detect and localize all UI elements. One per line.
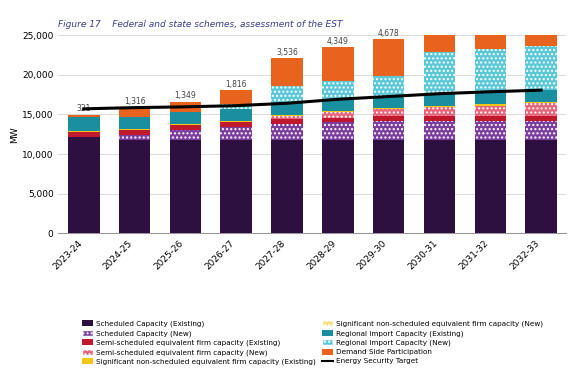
Bar [373, 76, 404, 96]
Bar [221, 121, 252, 122]
Bar [68, 131, 99, 132]
Legend: Scheduled Capacity (Existing), Scheduled Capacity (New), Semi-scheduled equivale: Scheduled Capacity (Existing), Scheduled… [82, 320, 543, 365]
Bar [424, 140, 455, 233]
Y-axis label: MW: MW [11, 126, 19, 142]
Bar [475, 104, 506, 105]
Text: 1,349: 1,349 [175, 91, 196, 100]
Text: 4,349: 4,349 [327, 37, 349, 46]
Bar [221, 104, 252, 109]
Bar [272, 86, 303, 103]
Bar [119, 107, 150, 117]
Bar [424, 106, 455, 107]
Bar [424, 0, 455, 53]
Bar [322, 47, 353, 81]
Bar [526, 102, 557, 103]
Bar [475, 106, 506, 116]
Bar [170, 126, 201, 130]
Bar [119, 117, 150, 129]
Bar [221, 90, 252, 105]
Bar [170, 112, 201, 124]
Bar [68, 115, 99, 117]
Bar [272, 58, 303, 86]
Text: 321: 321 [77, 104, 91, 114]
Bar [475, 116, 506, 121]
Bar [475, 105, 506, 106]
Bar [424, 121, 455, 140]
Bar [475, 0, 506, 49]
Bar [526, 90, 557, 102]
Bar [373, 39, 404, 76]
Bar [373, 109, 404, 116]
Bar [68, 117, 99, 131]
Bar [68, 137, 99, 233]
Bar [272, 115, 303, 116]
Bar [221, 140, 252, 233]
Bar [373, 108, 404, 109]
Bar [119, 135, 150, 140]
Bar [221, 109, 252, 121]
Bar [272, 119, 303, 124]
Bar [526, 46, 557, 90]
Bar [373, 96, 404, 108]
Bar [170, 102, 201, 112]
Bar [322, 112, 353, 117]
Bar [170, 124, 201, 126]
Bar [373, 140, 404, 233]
Bar [221, 127, 252, 140]
Bar [475, 121, 506, 140]
Bar [170, 130, 201, 140]
Bar [119, 130, 150, 135]
Bar [272, 140, 303, 233]
Bar [272, 103, 303, 115]
Bar [322, 122, 353, 140]
Bar [119, 140, 150, 233]
Bar [475, 140, 506, 233]
Bar [526, 0, 557, 46]
Bar [373, 121, 404, 140]
Bar [119, 129, 150, 130]
Bar [322, 111, 353, 112]
Bar [475, 49, 506, 92]
Bar [424, 53, 455, 94]
Text: 4,678: 4,678 [378, 28, 399, 38]
Bar [424, 107, 455, 116]
Bar [170, 140, 201, 233]
Bar [526, 121, 557, 140]
Bar [322, 81, 353, 99]
Bar [272, 116, 303, 119]
Bar [68, 132, 99, 137]
Bar [322, 140, 353, 233]
Bar [221, 122, 252, 127]
Bar [322, 99, 353, 111]
Text: 1,816: 1,816 [225, 80, 247, 89]
Bar [322, 117, 353, 122]
Text: 3,536: 3,536 [276, 48, 298, 57]
Bar [272, 124, 303, 140]
Text: 1,316: 1,316 [124, 96, 145, 105]
Bar [424, 94, 455, 106]
Bar [526, 116, 557, 121]
Bar [373, 116, 404, 121]
Bar [526, 103, 557, 116]
Bar [424, 116, 455, 121]
Bar [526, 140, 557, 233]
Bar [475, 92, 506, 104]
Text: Figure 17    Federal and state schemes, assessment of the EST: Figure 17 Federal and state schemes, ass… [58, 20, 343, 29]
